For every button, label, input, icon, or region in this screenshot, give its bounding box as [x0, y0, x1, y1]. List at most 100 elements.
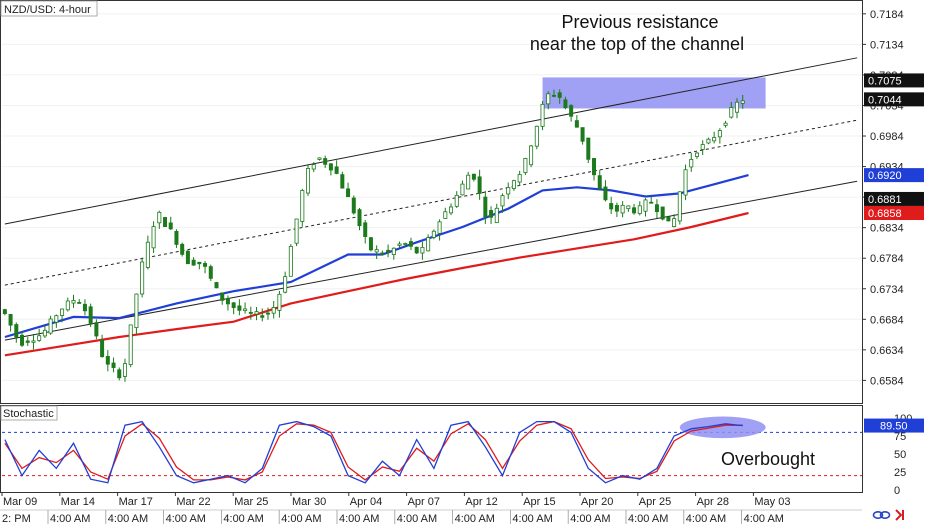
overbought-ellipse: [679, 416, 766, 439]
price-tick-label: 0.7184: [870, 9, 904, 21]
candle-body: [254, 311, 259, 315]
candle-body: [723, 122, 728, 126]
candle-body: [60, 308, 65, 316]
candle-body: [712, 137, 717, 142]
date-label: Mar 09: [3, 496, 37, 508]
candle-body: [729, 107, 734, 118]
candle-body: [374, 249, 379, 253]
candle-body: [649, 201, 654, 204]
stochastic-tick-label: 0: [894, 485, 900, 497]
candle-body: [300, 190, 305, 222]
time-label: 4:00 AM: [108, 513, 148, 525]
time-label: 4:00 AM: [339, 513, 379, 525]
candle-body: [426, 237, 431, 252]
candle-body: [8, 314, 13, 326]
candle-body: [265, 312, 270, 315]
price-tick-label: 0.6584: [870, 375, 904, 387]
candle-body: [100, 339, 105, 358]
date-label: Mar 25: [234, 496, 268, 508]
price-pane[interactable]: [2, 13, 862, 382]
price-tick-label: 0.6684: [870, 314, 904, 326]
candle-body: [454, 194, 459, 207]
candle-body: [105, 356, 110, 365]
candle-body: [546, 93, 551, 105]
stochastic-pane[interactable]: [2, 416, 862, 484]
candle-body: [700, 144, 705, 150]
time-label: 4:00 AM: [570, 513, 610, 525]
candle-body: [140, 261, 145, 295]
price-tick-label: 0.6734: [870, 284, 904, 296]
symbol-label: NZD/USD: 4-hour: [4, 4, 91, 16]
candle-body: [94, 322, 99, 337]
candle-body: [397, 243, 402, 246]
candle-body: [306, 168, 311, 194]
candle-body: [494, 207, 499, 224]
time-label: 4:00 AM: [455, 513, 495, 525]
stochastic-k-line: [4, 420, 743, 484]
candle-body: [626, 205, 631, 210]
candle-body: [243, 308, 248, 312]
date-label: Apr 15: [523, 496, 555, 508]
candle-body: [271, 307, 276, 314]
date-label: Mar 17: [119, 496, 153, 508]
price-tag-box: [864, 168, 924, 183]
overbought-highlight: [679, 416, 766, 439]
candle-body: [689, 159, 694, 168]
date-label: Apr 04: [350, 496, 382, 508]
link-icon[interactable]: [872, 510, 891, 520]
candle-body: [569, 105, 574, 117]
candle-body: [540, 103, 545, 127]
candle-body: [643, 199, 648, 212]
stochastic-tick-label: 50: [894, 449, 906, 461]
candle-body: [666, 216, 671, 222]
candle-body: [14, 324, 19, 338]
stochastic-value-label: 89.50: [880, 421, 908, 433]
stochastic-pane-border: [0, 405, 863, 493]
candle-body: [672, 218, 677, 228]
candle-body: [717, 130, 722, 138]
price-tick-label: 0.6834: [870, 223, 904, 235]
candle-body: [471, 173, 476, 180]
candle-body: [597, 175, 602, 190]
candle-body: [380, 252, 385, 255]
candle-body: [334, 166, 339, 174]
candle-body: [437, 221, 442, 234]
date-label: Mar 14: [61, 496, 95, 508]
stochastic-tick-label: 25: [894, 467, 906, 479]
price-tick-label: 0.6984: [870, 131, 904, 143]
annotation-resistance-line2: near the top of the channel: [530, 34, 744, 54]
candle-body: [168, 222, 173, 230]
candle-body: [500, 195, 505, 207]
candle-body: [517, 174, 522, 183]
date-label: Apr 07: [408, 496, 440, 508]
candle-body: [632, 207, 637, 214]
candle-body: [185, 250, 190, 265]
price-tag-label: 0.7044: [868, 94, 902, 106]
price-gridlines: [2, 13, 862, 381]
candle-body: [735, 101, 740, 113]
candle-body: [134, 293, 139, 329]
scroll-arrow-icon[interactable]: [895, 509, 904, 521]
candle-body: [88, 306, 93, 324]
price-tag-box: [864, 191, 924, 206]
candle-body: [614, 205, 619, 212]
candle-body: [654, 204, 659, 213]
candle-body: [328, 163, 333, 171]
candle-body: [694, 152, 699, 157]
candle-body: [511, 180, 516, 189]
price-tick-label: 0.6634: [870, 345, 904, 357]
candle-body: [237, 305, 242, 311]
time-label: 4:00 AM: [628, 513, 668, 525]
candle-body: [71, 300, 76, 304]
candle-body: [191, 259, 196, 266]
candle-body: [637, 205, 642, 214]
candle-body: [466, 174, 471, 190]
candle-body: [197, 261, 202, 265]
candle-body: [431, 230, 436, 238]
candle-body: [506, 187, 511, 195]
candle-body: [391, 247, 396, 255]
candlesticks: [2, 89, 745, 382]
candle-body: [260, 315, 265, 318]
candle-body: [706, 138, 711, 144]
